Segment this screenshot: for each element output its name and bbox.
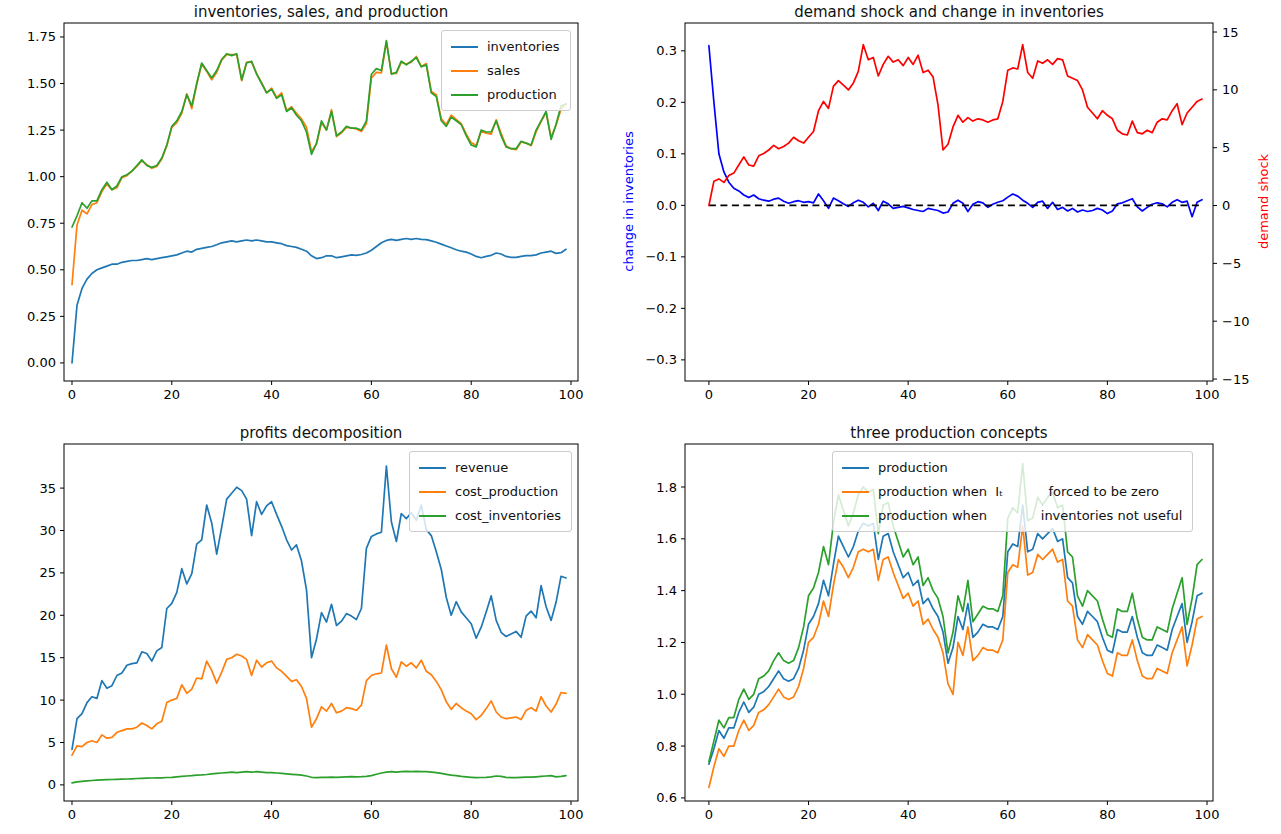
plot-three-production-concepts: 0 20 40 60 80 100 0.6 0.8 1.0 1.2 1.4 1.6 1.8 (0, 0, 1281, 834)
legend-three-production-concepts: production production when Iₜ forced to b… (832, 451, 1193, 532)
legend-item: production when inventories not useful (842, 507, 1182, 524)
legend-item: production (451, 86, 560, 103)
legend-item: cost_production (419, 483, 561, 500)
y-tick-label: 0.6 (656, 790, 677, 805)
legend-line-swatch (419, 491, 446, 493)
legend-label: production when inventories not useful (878, 507, 1182, 524)
legend-label: sales (487, 62, 520, 79)
series-production (709, 505, 1202, 764)
legend-item: inventories (451, 38, 560, 55)
x-tick-label: 60 (1000, 807, 1017, 822)
x-tick-label: 20 (800, 807, 817, 822)
legend-label: production (487, 86, 557, 103)
y-tick-label: 1.2 (656, 635, 677, 650)
legend-label: cost_production (455, 483, 558, 500)
legend-line-swatch (451, 70, 478, 72)
legend-label: production (878, 459, 948, 476)
legend-label: revenue (455, 459, 508, 476)
legend-label: inventories (487, 38, 560, 55)
x-tick-label: 100 (1195, 807, 1220, 822)
legend-line-swatch (451, 46, 478, 48)
legend-item: production when Iₜ forced to be zero (842, 483, 1182, 500)
x-tick-label: 40 (900, 807, 917, 822)
x-tick-label: 80 (1099, 807, 1116, 822)
legend-item: cost_inventories (419, 507, 561, 524)
legend-item: revenue (419, 459, 561, 476)
legend-item: sales (451, 62, 560, 79)
legend-label: cost_inventories (455, 507, 561, 524)
legend-line-swatch (451, 94, 478, 96)
y-tick-label: 1.6 (656, 531, 677, 546)
y-tick-label: 1.8 (656, 480, 677, 495)
x-tick-label: 0 (705, 807, 713, 822)
y-tick-label: 1.4 (656, 583, 677, 598)
legend-line-swatch (419, 515, 446, 517)
legend-line-swatch (842, 515, 869, 517)
legend-item: production (842, 459, 1182, 476)
matplotlib-figure: inventories, sales, and production deman… (0, 0, 1281, 834)
y-tick-label: 0.8 (656, 739, 677, 754)
legend-line-swatch (842, 467, 869, 469)
legend-profits-decomposition: revenue cost_production cost_inventories (409, 451, 572, 532)
legend-inventories-sales-production: inventories sales production (441, 30, 571, 111)
legend-label: production when Iₜ forced to be zero (878, 483, 1159, 500)
y-tick-label: 1.0 (656, 687, 677, 702)
legend-line-swatch (419, 467, 446, 469)
series-production-when-it-forced-to-be-zero (709, 526, 1202, 788)
legend-line-swatch (842, 491, 869, 493)
